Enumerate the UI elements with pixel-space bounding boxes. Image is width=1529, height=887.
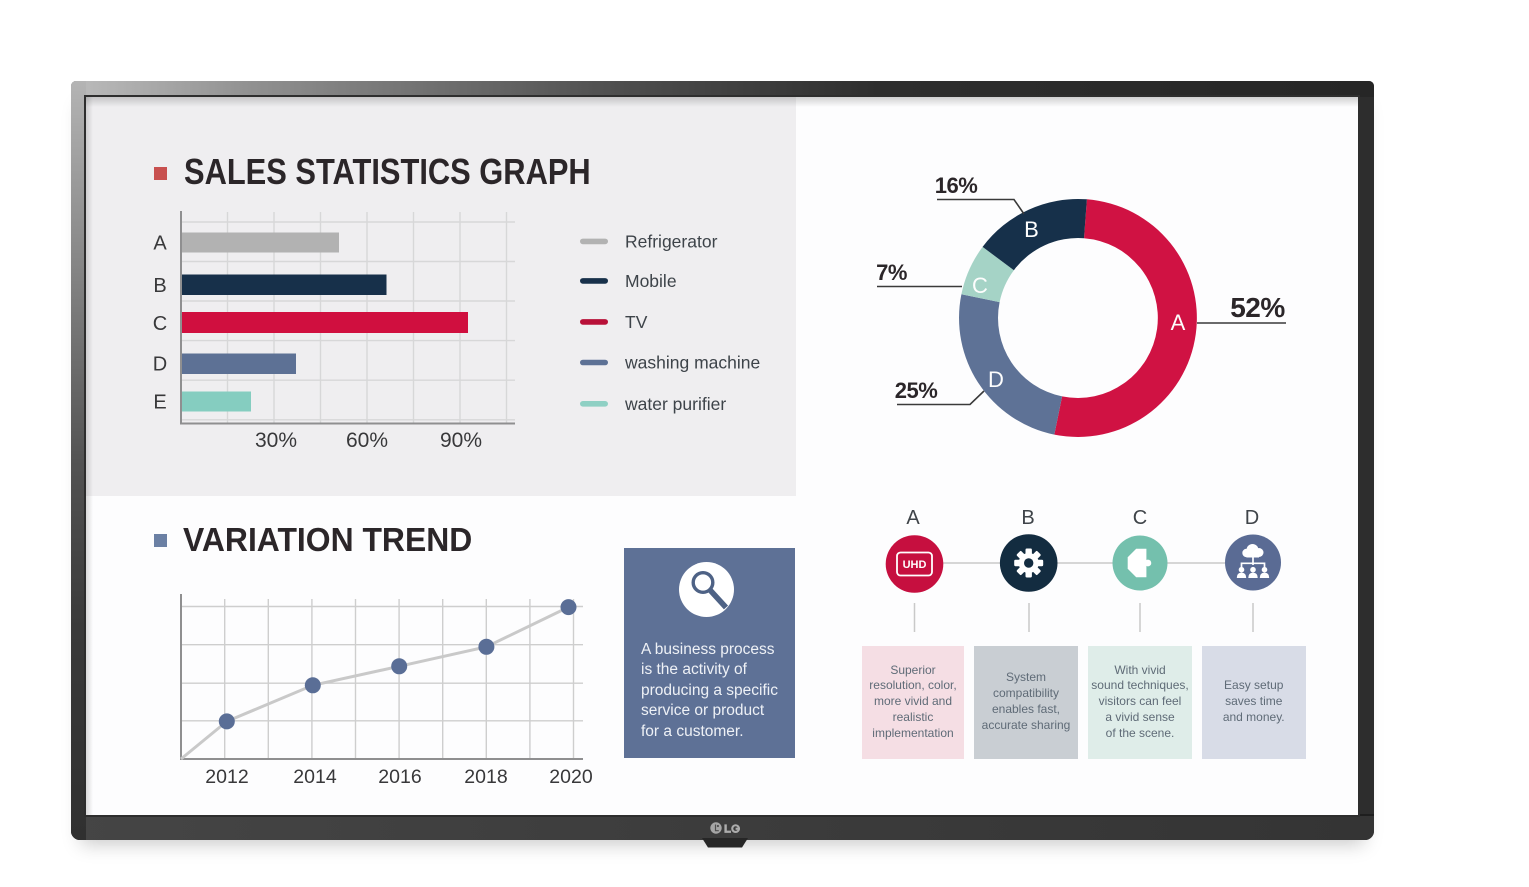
svg-text:16%: 16% bbox=[935, 173, 978, 198]
svg-text:B: B bbox=[1024, 217, 1039, 242]
svg-text:C: C bbox=[153, 313, 167, 335]
svg-text:7%: 7% bbox=[876, 260, 907, 285]
svg-text:Refrigerator: Refrigerator bbox=[625, 231, 718, 251]
svg-text:30%: 30% bbox=[255, 429, 297, 452]
svg-text:2014: 2014 bbox=[293, 766, 337, 788]
svg-text:2018: 2018 bbox=[464, 766, 507, 788]
svg-text:A: A bbox=[1171, 310, 1186, 335]
svg-text:2020: 2020 bbox=[549, 766, 593, 788]
svg-text:TV: TV bbox=[625, 312, 648, 332]
svg-text:C: C bbox=[1133, 507, 1147, 529]
svg-text:B: B bbox=[1021, 507, 1034, 529]
svg-text:D: D bbox=[153, 354, 167, 376]
svg-text:D: D bbox=[988, 367, 1004, 392]
svg-text:52%: 52% bbox=[1230, 292, 1285, 323]
svg-text:B: B bbox=[153, 275, 166, 297]
svg-text:90%: 90% bbox=[440, 429, 482, 452]
svg-text:A: A bbox=[906, 507, 920, 529]
svg-text:2016: 2016 bbox=[378, 766, 421, 788]
svg-text:2012: 2012 bbox=[205, 766, 248, 788]
svg-text:water purifier: water purifier bbox=[624, 394, 726, 414]
svg-text:Mobile: Mobile bbox=[625, 271, 677, 291]
svg-text:25%: 25% bbox=[895, 378, 938, 403]
svg-text:C: C bbox=[972, 273, 988, 298]
svg-text:A: A bbox=[153, 233, 167, 255]
svg-text:UHD: UHD bbox=[903, 559, 927, 571]
svg-text:60%: 60% bbox=[346, 429, 388, 452]
svg-text:E: E bbox=[153, 392, 166, 414]
svg-text:D: D bbox=[1245, 507, 1259, 529]
svg-text:washing machine: washing machine bbox=[624, 353, 760, 373]
